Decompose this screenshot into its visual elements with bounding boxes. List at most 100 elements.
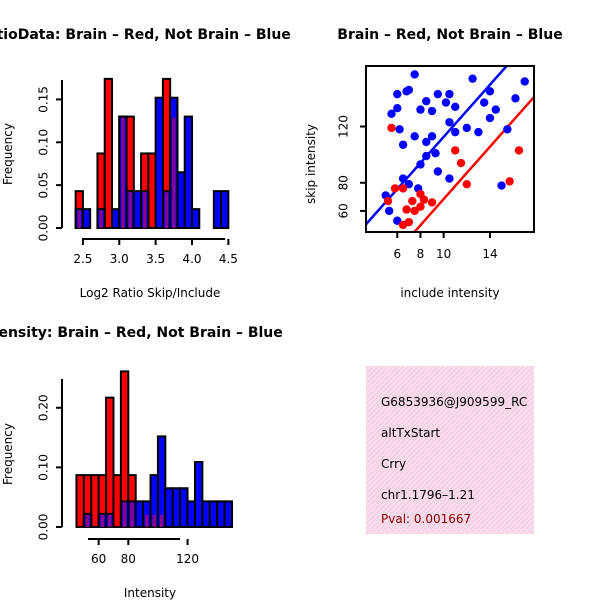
- intensity-hist-overlap-bar-4: [108, 514, 112, 527]
- scatter-point-red-14: [462, 179, 471, 189]
- ratio-hist-xtick-label-4: 4.5: [219, 252, 238, 266]
- scatter-point-blue-7: [416, 105, 425, 114]
- scatter-point-blue-11: [445, 89, 454, 99]
- ratio-hist-blue-bar-8: [154, 96, 164, 230]
- intensity-hist-blue-bar-10: [171, 487, 182, 528]
- intensity-hist-xtick-label-1: 80: [121, 552, 136, 566]
- ratio-hist-ylabel: Frequency: [1, 123, 15, 185]
- ratio-hist-blue-bar-12: [183, 115, 194, 229]
- intensity-hist-overlap-bar-6: [122, 502, 127, 527]
- scatter-title: Brain – Red, Not Brain – Blue: [337, 27, 562, 43]
- scatter-xtick-label-3: 14: [482, 247, 497, 261]
- scatter-point-red-3: [383, 196, 393, 206]
- scatter-point-blue-2: [393, 89, 402, 99]
- scatter-point-blue-39: [485, 113, 495, 123]
- ratio-hist-overlap-bar-7: [164, 192, 169, 228]
- intensity-histogram-panel: Gene Itensity: Brain – Red, Not Brain – …: [0, 325, 283, 600]
- ratio-hist-xtick-label-1: 3.0: [110, 252, 129, 266]
- info-location: chr1.1796–1.21: [381, 488, 475, 502]
- ratio-hist-overlap-bar-0: [77, 210, 81, 228]
- scatter-point-blue-26: [416, 160, 425, 169]
- ratio-hist-ytick-label-1: 0.05: [37, 172, 51, 199]
- scatter-ticks: 6 8 10 14 60 80 120: [337, 115, 498, 261]
- scatter-point-red-2: [398, 184, 408, 193]
- scatter-point-blue-15: [491, 105, 500, 114]
- scatter-point-blue-4: [404, 85, 414, 95]
- ratio-hist-ytick-label-3: 0.15: [37, 86, 51, 113]
- intensity-hist-ytick-label-2: 0.20: [37, 394, 51, 421]
- ratio-hist-ytick-label-2: 0.10: [37, 129, 51, 156]
- scatter-point-blue-16: [485, 87, 495, 96]
- intensity-hist-red-bar-2: [90, 474, 100, 528]
- scatter-point-blue-10: [441, 98, 451, 107]
- intensity-hist-blue-bar-11: [179, 487, 189, 528]
- intensity-hist-red-bar-5: [112, 474, 122, 528]
- info-pvalue: Pval: 0.001667: [381, 512, 471, 526]
- info-box-background: [366, 366, 534, 534]
- scatter-point-blue-35: [393, 216, 402, 225]
- scatter-xtick-label-1: 8: [417, 247, 425, 261]
- scatter-point-blue-0: [393, 104, 402, 113]
- intensity-hist-blue-bar-16: [216, 500, 226, 529]
- ratio-hist-overlap-bar-1: [99, 210, 103, 228]
- intensity-hist-overlap-bar-1: [85, 514, 90, 527]
- intensity-hist-ticks: 60 80 120 0.00 0.10 0.20: [37, 394, 200, 566]
- scatter-point-blue-9: [433, 89, 443, 99]
- intensity-hist-overlap-bar-7: [130, 502, 134, 527]
- scatter-point-blue-37: [511, 94, 520, 103]
- scatter-point-red-16: [514, 146, 524, 155]
- scatter-point-blue-20: [422, 137, 431, 147]
- ratio-hist-xtick-label-2: 3.5: [146, 252, 165, 266]
- ratio-hist-red-bar-2: [103, 77, 113, 229]
- ratio-hist-blue-bar-13: [191, 208, 201, 229]
- intensity-hist-blue-bar-17: [223, 500, 233, 529]
- ratio-hist-blue-bar-14: [212, 190, 223, 229]
- scatter-point-blue-21: [431, 149, 440, 158]
- intensity-hist-xtick-label-0: 60: [91, 552, 106, 566]
- scatter-point-blue-8: [427, 106, 437, 116]
- info-event-type: altTxStart: [381, 426, 440, 440]
- ratio-hist-red-bar-6: [147, 152, 157, 229]
- scatter-point-red-12: [398, 220, 408, 230]
- ratio-hist-blue-bar-6: [132, 190, 143, 229]
- scatter-point-red-4: [402, 205, 411, 214]
- intensity-hist-overlap-bar-3: [100, 514, 105, 527]
- intensity-hist-title: Gene Itensity: Brain – Red, Not Brain – …: [0, 325, 283, 341]
- scatter-point-blue-1: [387, 109, 396, 119]
- intensity-hist-blue-bar-12: [186, 500, 196, 529]
- info-probe-id: G6853936@J909599_RC: [381, 395, 527, 409]
- scatter-point-red-13: [456, 158, 466, 168]
- intensity-hist-blue-bar-8: [156, 435, 167, 528]
- scatter-xtick-label-0: 6: [393, 247, 401, 261]
- scatter-ytick-label-0: 60: [337, 203, 351, 218]
- ratio-hist-bars: [74, 77, 230, 230]
- scatter-point-red-7: [416, 202, 425, 211]
- intensity-hist-blue-bar-14: [201, 500, 211, 529]
- scatter-point-blue-23: [445, 118, 454, 127]
- ratio-hist-ticks: 2.5 3.0 3.5 4.0 4.5 0.00 0.05 0.10 0.15: [37, 86, 238, 266]
- scatter-point-blue-25: [462, 123, 471, 133]
- ratio-histogram-panel: Log2 RatioData: Brain – Red, Not Brain –…: [0, 27, 291, 300]
- intensity-hist-blue-bar-5: [134, 500, 145, 529]
- scatter-point-blue-13: [468, 74, 477, 83]
- intensity-hist-xtick-label-2: 120: [176, 552, 199, 566]
- ratio-hist-blue-bar-11: [176, 171, 186, 230]
- scatter-points: [381, 70, 529, 230]
- ratio-hist-title: Log2 RatioData: Brain – Red, Not Brain –…: [0, 27, 291, 43]
- scatter-panel: Brain – Red, Not Brain – Blue 6 8 10 14 60 80…: [304, 27, 563, 300]
- intensity-hist-blue-bar-15: [208, 500, 219, 529]
- intensity-hist-xlabel: Intensity: [124, 586, 176, 600]
- scatter-point-red-17: [451, 146, 460, 155]
- scatter-point-red-6: [408, 196, 417, 206]
- intensity-hist-ytick-label-0: 0.00: [37, 514, 51, 541]
- scatter-point-blue-41: [497, 181, 506, 190]
- scatter-point-blue-31: [404, 179, 414, 189]
- scatter-ytick-label-2: 120: [337, 115, 351, 138]
- ratio-hist-blue-bar-1: [81, 208, 92, 229]
- intensity-hist-bars: [75, 370, 233, 529]
- ratio-hist-overlap-bar-4: [128, 192, 132, 228]
- scatter-point-red-9: [416, 189, 425, 199]
- scatter-point-blue-27: [422, 151, 431, 161]
- scatter-point-blue-28: [433, 167, 443, 176]
